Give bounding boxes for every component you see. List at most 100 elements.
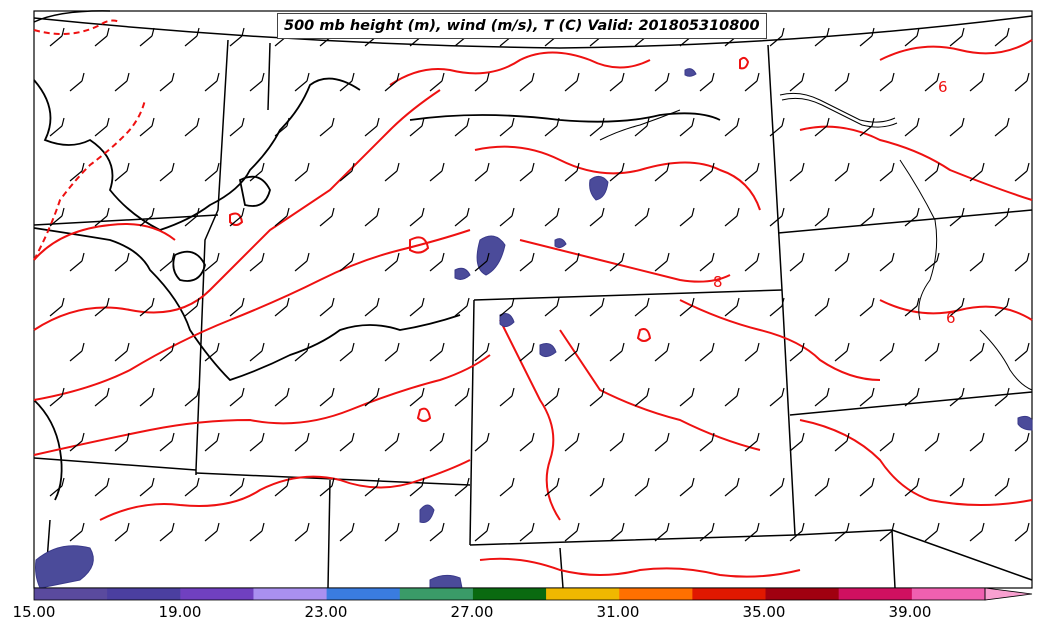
wind-barb: [904, 297, 920, 317]
wind-barb: [879, 522, 895, 542]
wind-barb: [429, 252, 445, 272]
wind-barb: [904, 387, 920, 407]
wind-barb: [544, 297, 560, 317]
wind-barb: [724, 477, 740, 497]
state-borders: [33, 10, 1033, 589]
wind-barb: [364, 117, 380, 137]
wind-barb: [924, 252, 940, 272]
colorbar-tick-39: 39.00: [888, 603, 932, 621]
wind-barb: [789, 162, 805, 182]
wind-barb: [859, 27, 875, 47]
wind-barb: [949, 477, 965, 497]
wind-barb: [249, 432, 265, 452]
colorbar-tick-23: 23.00: [304, 603, 348, 621]
wind-barb: [519, 252, 535, 272]
colorbar-segment: [107, 588, 181, 600]
wind-barb: [609, 522, 625, 542]
wind-barb: [814, 387, 830, 407]
wind-barb: [969, 522, 985, 542]
wind-barb: [339, 432, 355, 452]
colorbar-segment: [180, 588, 254, 600]
wind-barb: [229, 477, 245, 497]
wind-barb: [274, 207, 290, 227]
wind-barb: [454, 387, 470, 407]
wind-barb: [1014, 342, 1030, 362]
wind-barb: [499, 387, 515, 407]
wind-barb: [634, 477, 650, 497]
wind-barb: [769, 477, 785, 497]
wind-barb: [654, 432, 670, 452]
wind-barb: [994, 207, 1010, 227]
colorbar-segment: [692, 588, 767, 600]
wind-barb: [159, 252, 175, 272]
wind-barb: [204, 342, 220, 362]
wind-barb: [94, 387, 110, 407]
wind-barb: [384, 252, 400, 272]
wind-barb: [384, 72, 400, 92]
colorbar-segment: [326, 588, 401, 600]
wind-barb: [204, 432, 220, 452]
colorbar-segment: [253, 588, 328, 600]
wind-barb: [114, 162, 130, 182]
wind-barb: [114, 432, 130, 452]
wind-barb: [924, 72, 940, 92]
wind-barb: [364, 387, 380, 407]
wind-barb: [564, 522, 580, 542]
wind-barb: [679, 477, 695, 497]
wind-barb: [609, 342, 625, 362]
wind-barb: [69, 342, 85, 362]
contour-label-6-right: 6: [946, 309, 956, 327]
colorbar-segment: [619, 588, 693, 600]
wind-barb: [699, 522, 715, 542]
colorbar-segment: [838, 588, 913, 600]
colorbar-tick-19: 19.00: [158, 603, 202, 621]
wind-barb: [319, 477, 335, 497]
wind-barb: [454, 207, 470, 227]
wind-barb: [454, 297, 470, 317]
colorbar-segment: [546, 588, 620, 600]
wind-barb: [949, 117, 965, 137]
wind-barb: [384, 342, 400, 362]
wind-barb: [519, 432, 535, 452]
precip-shading: [35, 68, 1033, 589]
river-lines: [599, 92, 1033, 391]
wind-barb: [339, 522, 355, 542]
wind-barb: [589, 117, 605, 137]
colorbar-tick-31: 31.00: [596, 603, 640, 621]
wind-barb: [924, 432, 940, 452]
wind-barb: [204, 162, 220, 182]
wind-barb: [294, 252, 310, 272]
wind-barb: [834, 252, 850, 272]
wind-barb: [544, 207, 560, 227]
wind-barb: [924, 162, 940, 182]
wind-barb: [609, 72, 625, 92]
wind-barb: [634, 297, 650, 317]
wind-barb: [679, 297, 695, 317]
wind-barb: [949, 387, 965, 407]
wind-barb: [249, 522, 265, 542]
wind-barb: [744, 252, 760, 272]
wind-barb: [114, 252, 130, 272]
wind-barb: [949, 207, 965, 227]
wind-barb: [724, 117, 740, 137]
wind-barb: [249, 342, 265, 362]
wind-barb: [159, 342, 175, 362]
wind-barb: [879, 342, 895, 362]
wind-barb: [789, 342, 805, 362]
wind-barb: [49, 207, 65, 227]
colorbar-segment: [911, 588, 986, 600]
wind-barb: [679, 117, 695, 137]
wind-barb: [1014, 432, 1030, 452]
wind-barb: [94, 117, 110, 137]
wind-barb: [139, 387, 155, 407]
wind-barb: [564, 432, 580, 452]
wind-barb: [294, 522, 310, 542]
wind-barb: [339, 252, 355, 272]
wind-barb: [814, 297, 830, 317]
wind-barb: [49, 27, 65, 47]
wind-barb: [159, 432, 175, 452]
wind-barb: [274, 297, 290, 317]
wind-barb: [499, 297, 515, 317]
wind-barb: [544, 477, 560, 497]
wind-barb: [904, 117, 920, 137]
